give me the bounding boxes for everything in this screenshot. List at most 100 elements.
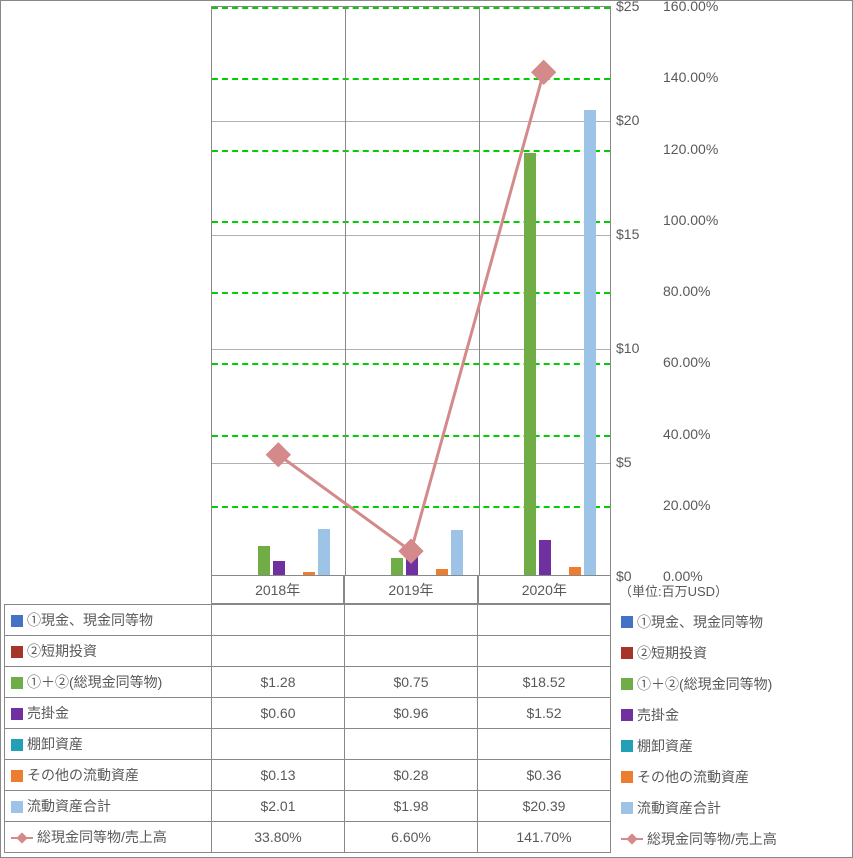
table-row: 流動資産合計 $2.01$1.98$20.39 [5, 791, 611, 822]
value-cell: 6.60% [345, 822, 478, 853]
series-name: 棚卸資産 [27, 736, 83, 752]
value-cell: $0.75 [345, 667, 478, 698]
table-row: ①現金、現金同等物 [5, 605, 611, 636]
y-right-tick: 160.00% [663, 0, 718, 14]
legend-label: ①現金、現金同等物 [637, 612, 763, 632]
y-right-tick: 80.00% [663, 283, 710, 299]
series-label-cell: 売掛金 [5, 698, 212, 729]
value-cell [345, 636, 478, 667]
value-cell [212, 636, 345, 667]
legend-swatch [11, 677, 23, 689]
y-right-tick: 40.00% [663, 426, 710, 442]
table-row: 売掛金$0.60$0.96$1.52 [5, 698, 611, 729]
series-name: 売掛金 [27, 705, 69, 721]
legend-swatch [11, 832, 33, 844]
series-label-cell: ①現金、現金同等物 [5, 605, 212, 636]
table-row: 総現金同等物/売上高 33.80%6.60%141.70% [5, 822, 611, 853]
chart-container: $0$5$10$15$20$25 0.00%20.00%40.00%60.00%… [0, 0, 853, 858]
value-cell: 33.80% [212, 822, 345, 853]
legend-label: 流動資産合計 [637, 798, 721, 818]
value-cell: $1.28 [212, 667, 345, 698]
value-cell [478, 636, 611, 667]
legend-swatch [621, 709, 633, 721]
value-cell: $20.39 [478, 791, 611, 822]
legend-label: その他の流動資産 [637, 767, 749, 787]
table-row: その他の流動資産 $0.13$0.28$0.36 [5, 760, 611, 791]
legend-label: 売掛金 [637, 705, 679, 725]
y-right-tick: 60.00% [663, 354, 710, 370]
legend-swatch [11, 708, 23, 720]
y-left-tick: $15 [616, 226, 639, 242]
legend: ①現金、現金同等物 ②短期投資 ①＋②(総現金同等物) 売掛金棚卸資産その他の流動資産… [621, 606, 851, 854]
series-name: 総現金同等物/売上高 [37, 829, 167, 845]
legend-label: 棚卸資産 [637, 736, 693, 756]
legend-item: 売掛金 [621, 699, 851, 730]
legend-swatch [11, 770, 23, 782]
legend-item: その他の流動資産 [621, 761, 851, 792]
table-row: ①＋②(総現金同等物) $1.28$0.75$18.52 [5, 667, 611, 698]
data-table: ①現金、現金同等物 ②短期投資 ①＋②(総現金同等物) $1.28$0.75$18.5… [4, 604, 611, 853]
series-label-cell: ①＋②(総現金同等物) [5, 667, 212, 698]
legend-item: 棚卸資産 [621, 730, 851, 761]
legend-swatch [11, 739, 23, 751]
y-left-tick: $25 [616, 0, 639, 14]
value-cell: 141.70% [478, 822, 611, 853]
legend-swatch [11, 615, 23, 627]
legend-swatch [621, 771, 633, 783]
legend-label: ①＋②(総現金同等物) [637, 674, 772, 694]
table-row: 棚卸資産 [5, 729, 611, 760]
legend-swatch [621, 740, 633, 752]
y-left-tick: $5 [616, 454, 632, 470]
y-left-tick: $20 [616, 112, 639, 128]
value-cell: $0.96 [345, 698, 478, 729]
value-cell: $2.01 [212, 791, 345, 822]
value-cell: $0.60 [212, 698, 345, 729]
series-name: ②短期投資 [27, 643, 97, 659]
value-cell: $18.52 [478, 667, 611, 698]
legend-item: ①＋②(総現金同等物) [621, 668, 851, 699]
legend-swatch [621, 678, 633, 690]
category-axis: 2018年2019年2020年 [211, 576, 611, 604]
legend-swatch [621, 833, 643, 845]
value-cell [345, 729, 478, 760]
value-cell [212, 729, 345, 760]
legend-item: 流動資産合計 [621, 792, 851, 823]
y-axis-right: 0.00%20.00%40.00%60.00%80.00%100.00%120.… [663, 1, 743, 576]
plot-area [211, 6, 611, 576]
series-name: 流動資産合計 [27, 798, 111, 814]
value-cell [345, 605, 478, 636]
y-right-tick: 20.00% [663, 497, 710, 513]
y-axis-left: $0$5$10$15$20$25 [616, 1, 656, 576]
value-cell [478, 605, 611, 636]
value-cell [212, 605, 345, 636]
value-cell: $0.28 [345, 760, 478, 791]
category-label: 2020年 [478, 576, 611, 604]
y-right-tick: 100.00% [663, 212, 718, 228]
value-cell [478, 729, 611, 760]
legend-label: ②短期投資 [637, 643, 707, 663]
legend-swatch [621, 647, 633, 659]
legend-swatch [11, 801, 23, 813]
series-label-cell: 総現金同等物/売上高 [5, 822, 212, 853]
value-cell: $0.13 [212, 760, 345, 791]
series-label-cell: 棚卸資産 [5, 729, 212, 760]
value-cell: $1.98 [345, 791, 478, 822]
y-right-tick: 120.00% [663, 141, 718, 157]
legend-item: ②短期投資 [621, 637, 851, 668]
series-label-cell: その他の流動資産 [5, 760, 212, 791]
table-row: ②短期投資 [5, 636, 611, 667]
category-label: 2018年 [211, 576, 344, 604]
legend-item: 総現金同等物/売上高 [621, 823, 851, 854]
legend-swatch [621, 616, 633, 628]
y-right-tick: 140.00% [663, 69, 718, 85]
legend-swatch [11, 646, 23, 658]
value-cell: $0.36 [478, 760, 611, 791]
units-label: （単位:百万USD） [619, 581, 728, 600]
legend-item: ①現金、現金同等物 [621, 606, 851, 637]
series-name: ①＋②(総現金同等物) [27, 674, 162, 690]
legend-label: 総現金同等物/売上高 [647, 829, 777, 849]
legend-swatch [621, 802, 633, 814]
series-label-cell: ②短期投資 [5, 636, 212, 667]
series-name: ①現金、現金同等物 [27, 612, 153, 628]
series-name: その他の流動資産 [27, 767, 139, 783]
